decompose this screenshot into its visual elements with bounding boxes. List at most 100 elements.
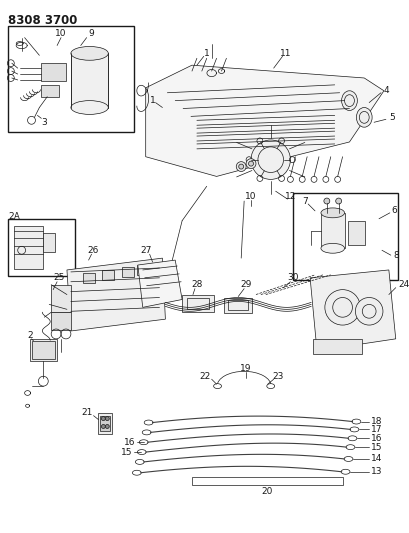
Circle shape bbox=[323, 198, 329, 204]
Ellipse shape bbox=[349, 427, 358, 432]
Ellipse shape bbox=[340, 469, 349, 474]
Ellipse shape bbox=[320, 208, 344, 218]
Ellipse shape bbox=[71, 46, 108, 60]
Bar bbox=[320, 213, 344, 248]
Circle shape bbox=[248, 161, 253, 166]
Ellipse shape bbox=[343, 456, 352, 462]
Text: 27: 27 bbox=[139, 246, 151, 255]
Circle shape bbox=[250, 140, 290, 180]
Text: 2: 2 bbox=[27, 332, 33, 341]
Bar bbox=[41, 85, 59, 96]
Ellipse shape bbox=[320, 244, 344, 253]
Polygon shape bbox=[145, 65, 383, 176]
Ellipse shape bbox=[355, 108, 371, 127]
Ellipse shape bbox=[351, 419, 360, 424]
Text: 4: 4 bbox=[383, 86, 389, 95]
Text: 3: 3 bbox=[41, 118, 47, 127]
Circle shape bbox=[335, 198, 341, 204]
Bar bbox=[228, 301, 247, 310]
Bar bbox=[191, 477, 342, 484]
Bar bbox=[182, 295, 213, 312]
Bar bbox=[43, 232, 55, 252]
Bar bbox=[98, 413, 112, 434]
Polygon shape bbox=[67, 258, 165, 331]
Text: A: A bbox=[14, 212, 20, 221]
Text: 23: 23 bbox=[271, 372, 283, 381]
Bar bbox=[83, 273, 94, 282]
Circle shape bbox=[238, 164, 243, 169]
Text: 26: 26 bbox=[88, 246, 99, 255]
Bar bbox=[312, 339, 362, 353]
Ellipse shape bbox=[142, 430, 151, 435]
Circle shape bbox=[101, 417, 105, 421]
Text: 17: 17 bbox=[370, 425, 382, 434]
Text: 20: 20 bbox=[261, 487, 272, 496]
Bar bbox=[137, 265, 148, 275]
Text: 29: 29 bbox=[240, 280, 251, 289]
Text: 21: 21 bbox=[81, 408, 92, 417]
Text: 12: 12 bbox=[284, 191, 295, 200]
Bar bbox=[122, 267, 134, 277]
Text: 13: 13 bbox=[370, 467, 382, 477]
Ellipse shape bbox=[341, 91, 357, 110]
Text: 1: 1 bbox=[203, 49, 209, 58]
Text: 19: 19 bbox=[240, 364, 251, 373]
Text: 18: 18 bbox=[370, 417, 382, 426]
Text: 15: 15 bbox=[370, 442, 382, 451]
Text: 8: 8 bbox=[393, 251, 398, 260]
Ellipse shape bbox=[71, 101, 108, 115]
Ellipse shape bbox=[345, 445, 354, 450]
Text: 2: 2 bbox=[8, 212, 13, 221]
Text: 28: 28 bbox=[191, 280, 202, 289]
Text: 22: 22 bbox=[199, 372, 210, 381]
Bar bbox=[71, 53, 108, 108]
Ellipse shape bbox=[213, 384, 221, 389]
Ellipse shape bbox=[144, 420, 153, 425]
Text: 8308 3700: 8308 3700 bbox=[8, 14, 77, 27]
Text: 11: 11 bbox=[279, 49, 290, 58]
Text: 1: 1 bbox=[149, 96, 155, 105]
Bar bbox=[102, 270, 114, 280]
Ellipse shape bbox=[347, 436, 356, 441]
Text: 10: 10 bbox=[55, 29, 67, 38]
Text: 16: 16 bbox=[370, 434, 382, 443]
Bar bbox=[41, 63, 66, 81]
Bar bbox=[14, 225, 43, 269]
Text: 24: 24 bbox=[398, 280, 409, 289]
Polygon shape bbox=[309, 270, 395, 351]
Text: 25: 25 bbox=[53, 273, 65, 282]
Bar bbox=[347, 221, 364, 245]
Bar bbox=[31, 341, 55, 359]
Text: 16: 16 bbox=[124, 438, 135, 447]
Bar bbox=[224, 297, 252, 313]
Bar bbox=[100, 416, 110, 431]
Text: 14: 14 bbox=[370, 455, 382, 464]
Circle shape bbox=[236, 161, 245, 172]
Text: 6: 6 bbox=[391, 206, 397, 215]
Bar bbox=[8, 26, 134, 132]
Text: 5: 5 bbox=[388, 113, 393, 122]
Bar bbox=[51, 285, 71, 312]
Bar bbox=[8, 219, 74, 276]
Text: 10: 10 bbox=[245, 191, 256, 200]
Circle shape bbox=[355, 297, 382, 325]
Ellipse shape bbox=[135, 459, 144, 464]
Ellipse shape bbox=[137, 450, 146, 455]
Bar bbox=[51, 312, 71, 330]
Bar bbox=[187, 297, 208, 309]
Text: 7: 7 bbox=[301, 197, 307, 206]
Circle shape bbox=[105, 424, 109, 429]
Ellipse shape bbox=[266, 384, 274, 389]
Bar bbox=[29, 339, 57, 360]
Ellipse shape bbox=[132, 470, 141, 475]
Circle shape bbox=[105, 417, 109, 421]
Polygon shape bbox=[137, 260, 182, 308]
Circle shape bbox=[245, 159, 255, 168]
Circle shape bbox=[324, 289, 360, 325]
Bar bbox=[293, 193, 397, 280]
Text: 15: 15 bbox=[121, 448, 133, 457]
Ellipse shape bbox=[139, 440, 148, 445]
Text: 30: 30 bbox=[287, 273, 299, 282]
Text: 9: 9 bbox=[88, 29, 94, 38]
Circle shape bbox=[101, 424, 105, 429]
